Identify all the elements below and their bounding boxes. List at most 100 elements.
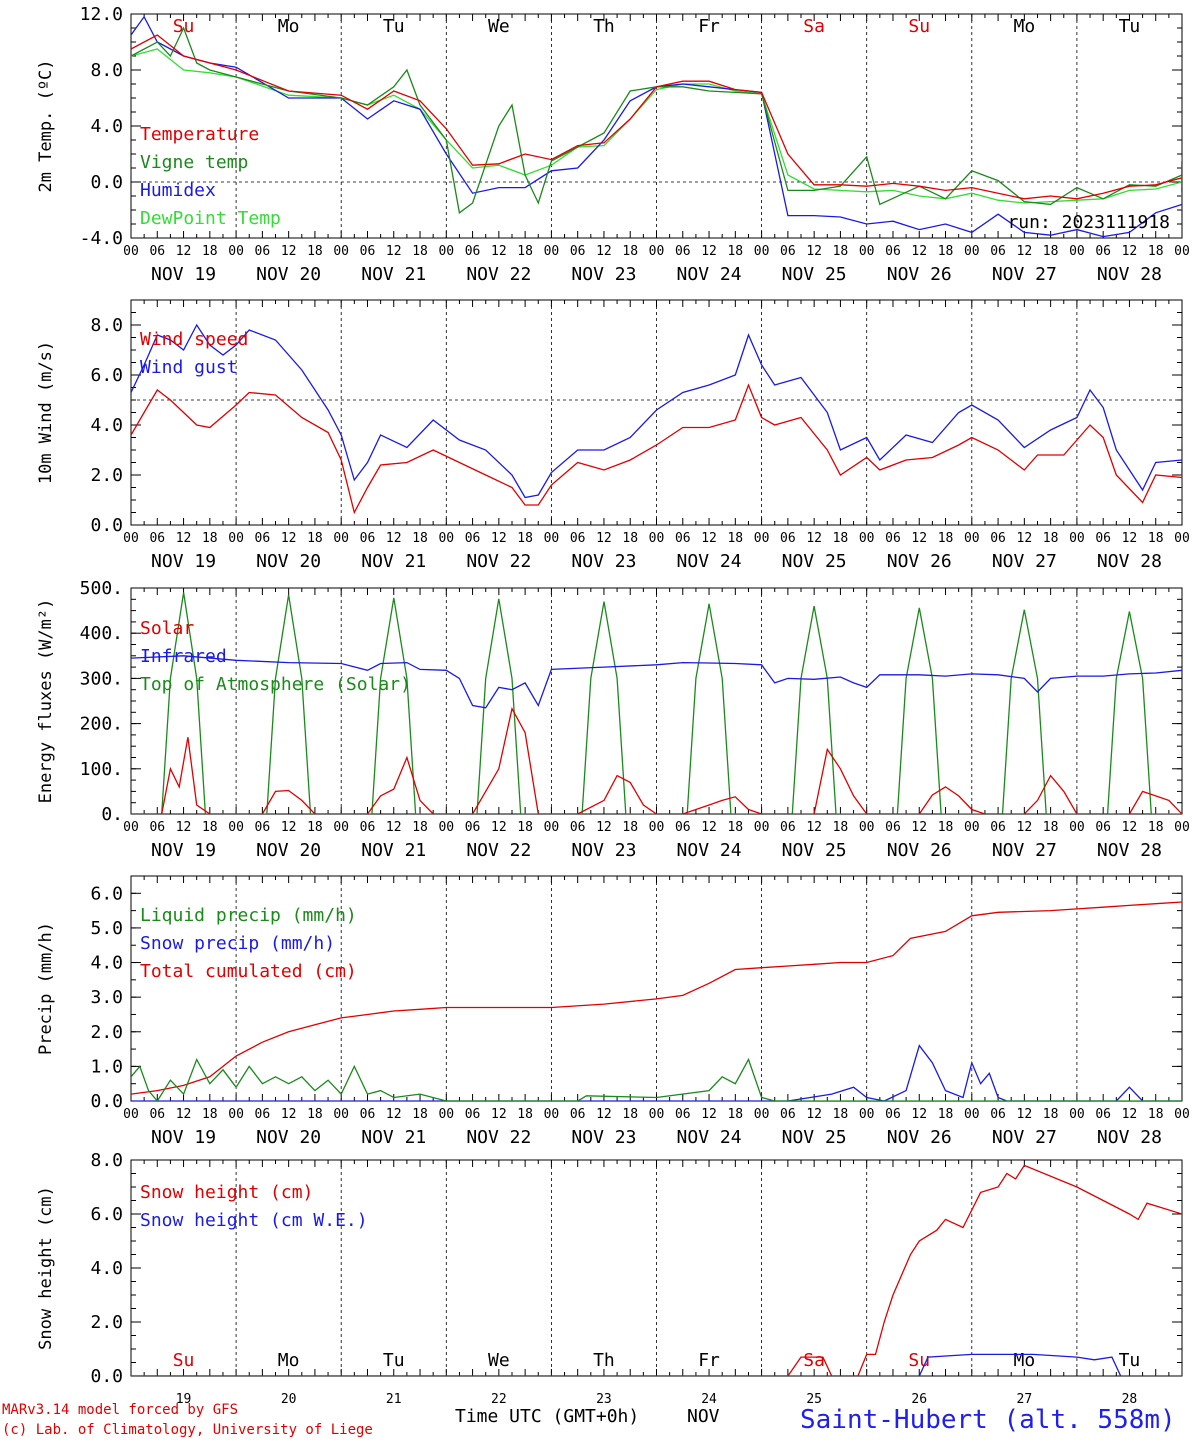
weekday-label: Mo: [1014, 1350, 1036, 1371]
x-hour-label: 06: [780, 820, 796, 835]
series-dewpoint-temp: [131, 48, 1182, 204]
x-hour-label: 18: [412, 531, 428, 546]
series-snow-height-cm-: [131, 1164, 1182, 1376]
x-date-label: NOV 26: [887, 551, 952, 572]
x-hour-label: 00: [964, 1107, 980, 1122]
x-date-label: NOV 24: [677, 264, 742, 285]
x-date-label: NOV 24: [677, 840, 742, 861]
x-hour-label: 12: [806, 531, 822, 546]
y-tick-label: 6.0: [90, 365, 123, 386]
y-tick-label: 4.0: [90, 116, 123, 137]
x-hour-label: 18: [938, 820, 954, 835]
weekday-label: We: [488, 16, 510, 37]
series-wind-gust: [131, 323, 1182, 499]
x-hour-label: 18: [727, 820, 743, 835]
x-hour-label: 00: [333, 820, 349, 835]
x-hour-label: 00: [754, 531, 770, 546]
x-hour-label: 00: [123, 244, 139, 259]
y-tick-label: 6.0: [90, 1204, 123, 1225]
x-hour-label: 18: [727, 531, 743, 546]
x-date-label: NOV 28: [1097, 264, 1162, 285]
weekday-label: Sa: [803, 16, 825, 37]
x-hour-label: 18: [517, 820, 533, 835]
x-day-number: 26: [911, 1392, 927, 1407]
x-hour-label: 12: [596, 1107, 612, 1122]
x-hour-label: 00: [754, 820, 770, 835]
legend-entry: Wind speed: [140, 329, 248, 350]
x-hour-label: 18: [307, 244, 323, 259]
footer: MARv3.14 model forced by GFS (c) Lab. of…: [2, 1402, 1176, 1438]
x-hour-label: 06: [570, 244, 586, 259]
x-day-number: 24: [701, 1392, 717, 1407]
x-hour-label: 00: [544, 531, 560, 546]
weekday-label: Mo: [278, 16, 300, 37]
x-hour-label: 00: [228, 244, 244, 259]
y-tick-label: 6.0: [90, 883, 123, 904]
weekday-label: Th: [593, 16, 615, 37]
series-snow-precip-mm-h-: [131, 1044, 1182, 1101]
x-hour-label: 06: [675, 531, 691, 546]
x-hour-label: 12: [281, 531, 297, 546]
x-hour-label: 06: [1095, 820, 1111, 835]
x-hour-label: 06: [885, 820, 901, 835]
x-date-label: NOV 21: [361, 840, 426, 861]
x-hour-label: 00: [544, 244, 560, 259]
x-hour-label: 18: [517, 1107, 533, 1122]
x-hour-label: 12: [176, 531, 192, 546]
x-hour-label: 06: [149, 820, 165, 835]
x-hour-label: 00: [123, 820, 139, 835]
y-tick-label: 4.0: [90, 953, 123, 974]
x-hour-label: 18: [833, 244, 849, 259]
y-tick-label: -4.0: [80, 228, 123, 249]
x-hour-label: 00: [1069, 820, 1085, 835]
x-hour-label: 06: [465, 244, 481, 259]
x-hour-label: 00: [754, 244, 770, 259]
series-liquid-precip-mm-h-: [131, 1057, 1182, 1101]
x-hour-label: 00: [649, 244, 665, 259]
x-date-label: NOV 24: [677, 1127, 742, 1148]
x-hour-label: 12: [806, 244, 822, 259]
x-hour-label: 18: [307, 531, 323, 546]
x-hour-label: 18: [202, 820, 218, 835]
x-hour-label: 12: [176, 1107, 192, 1122]
y-tick-label: 5.0: [90, 918, 123, 939]
x-hour-label: 00: [1174, 531, 1190, 546]
weekday-label: Tu: [1119, 1350, 1141, 1371]
x-hour-label: 00: [859, 531, 875, 546]
x-hour-label: 12: [1017, 1107, 1033, 1122]
weekday-label: We: [488, 1350, 510, 1371]
legend-entry: Temperature: [140, 124, 259, 145]
x-hour-label: 06: [149, 244, 165, 259]
x-hour-label: 18: [307, 820, 323, 835]
x-day-number: 25: [806, 1392, 822, 1407]
y-tick-label: 8.0: [90, 60, 123, 81]
x-hour-label: 12: [281, 1107, 297, 1122]
x-hour-label: 00: [228, 820, 244, 835]
x-hour-label: 00: [649, 1107, 665, 1122]
x-hour-label: 12: [386, 531, 402, 546]
credit-line-2: (c) Lab. of Climatology, University of L…: [2, 1422, 373, 1438]
weekday-label: Mo: [278, 1350, 300, 1371]
legend-entry: Top of Atmosphere (Solar): [140, 674, 411, 695]
x-hour-label: 00: [544, 820, 560, 835]
y-tick-label: 12.0: [80, 4, 123, 25]
x-hour-label: 06: [149, 1107, 165, 1122]
series-total-cumulated-cm-: [131, 889, 1182, 1095]
x-hour-label: 18: [202, 531, 218, 546]
x-hour-label: 00: [1174, 1107, 1190, 1122]
x-hour-label: 06: [675, 244, 691, 259]
y-tick-label: 4.0: [90, 415, 123, 436]
series-snow-height-cm-w-e-: [131, 1353, 1182, 1376]
x-hour-label: 12: [491, 531, 507, 546]
x-hour-label: 06: [990, 244, 1006, 259]
weekday-label: Sa: [803, 1350, 825, 1371]
x-hour-label: 00: [649, 820, 665, 835]
x-hour-label: 12: [701, 244, 717, 259]
weekday-label: Fr: [698, 1350, 720, 1371]
x-hour-label: 18: [412, 820, 428, 835]
series-wind-speed: [131, 383, 1182, 515]
x-date-label: NOV 27: [992, 551, 1057, 572]
y-tick-label: 300.: [80, 668, 123, 689]
x-hour-label: 18: [202, 1107, 218, 1122]
